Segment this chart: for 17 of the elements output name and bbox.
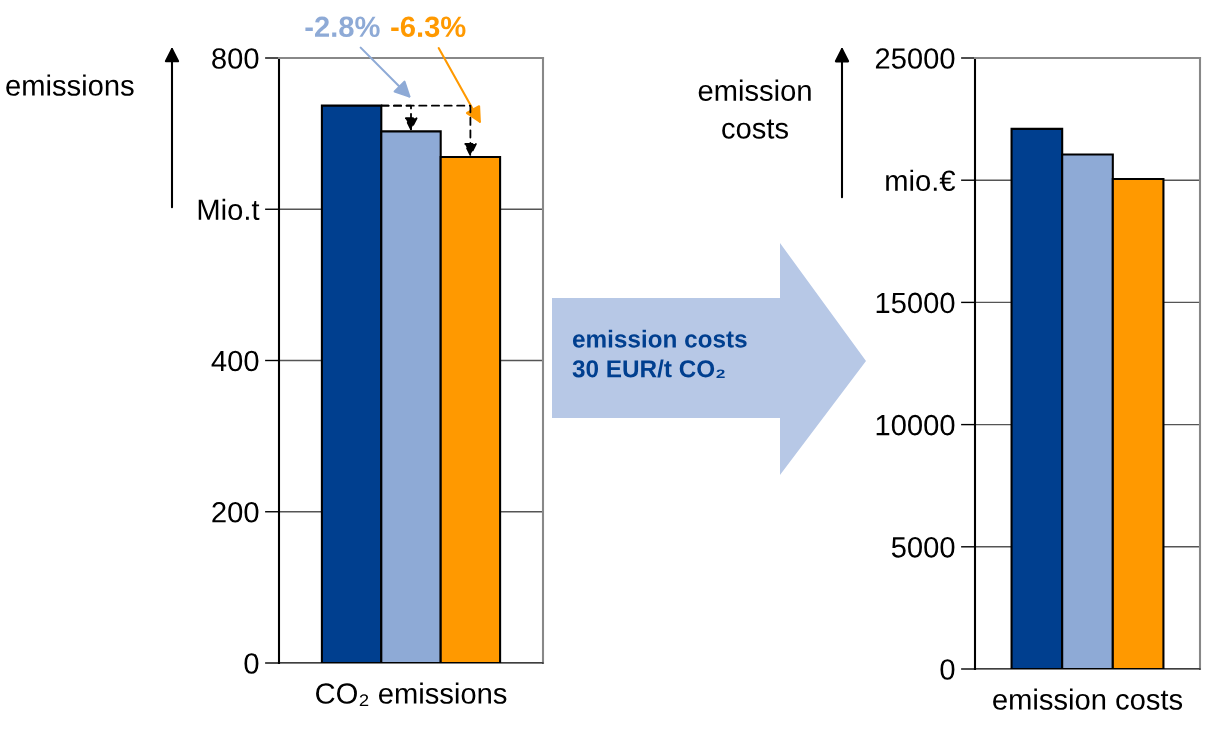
text: emission costs 30 EUR/t CO₂ bbox=[572, 329, 747, 378]
y-tick-label: 5000 bbox=[891, 537, 955, 558]
y-tick-label: 25000 bbox=[875, 48, 955, 69]
text: -6.3% bbox=[391, 16, 466, 38]
y-axis-title: emission costs bbox=[698, 79, 811, 139]
y-tick-label: 400 bbox=[211, 350, 259, 372]
text: -2.8% bbox=[305, 16, 380, 38]
y-axis-title: emissions bbox=[6, 74, 134, 96]
y-tick-label: Mio.t bbox=[198, 198, 260, 221]
y-tick-label: 800 bbox=[212, 48, 259, 69]
y-tick-label: 0 bbox=[940, 659, 955, 680]
y-tick-label: 15000 bbox=[876, 292, 955, 314]
y-tick-label: 0 bbox=[244, 653, 259, 674]
y-tick-label: 10000 bbox=[876, 414, 955, 436]
x-tick-label: CO₂ emissions bbox=[316, 682, 507, 707]
y-tick-label: 200 bbox=[212, 501, 259, 523]
y-tick-label: mio.€ bbox=[886, 169, 956, 192]
